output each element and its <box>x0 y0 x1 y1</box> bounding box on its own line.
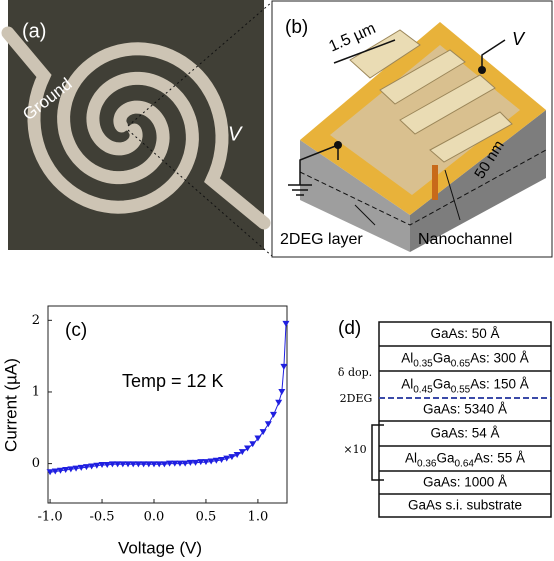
y-tick-label: 1 <box>32 384 40 399</box>
v-label: V <box>512 29 526 49</box>
layer-text: As: 150 Å <box>470 376 529 391</box>
nanochannel <box>432 165 438 200</box>
marker <box>278 389 285 395</box>
layer-text: 0.36 <box>417 459 437 470</box>
y-tick-label: 2 <box>32 313 40 328</box>
layer-text: Ga <box>436 450 455 465</box>
layer-text: GaAs: 5340 Å <box>423 401 507 416</box>
x-tick-label: 0.5 <box>196 510 217 525</box>
y-tick-label: 0 <box>32 456 40 471</box>
x-tick-label: 1.0 <box>248 510 269 525</box>
layer-text: 0.45 <box>413 385 433 396</box>
layer-text: GaAs: 54 Å <box>430 425 499 440</box>
marker <box>275 400 282 406</box>
x-tick-label: 0.0 <box>144 510 165 525</box>
layer-text: GaAs: 1000 Å <box>423 474 507 489</box>
layer-text: As: 300 Å <box>470 350 529 365</box>
layer-text: 0.64 <box>455 459 475 470</box>
figure: (a) Ground V (b) 1.5 µm V 50 nm 2DEG lay… <box>0 0 554 561</box>
layer-text: 0.65 <box>451 359 471 370</box>
layer-text: Al <box>401 376 413 391</box>
layer-label: GaAs: 5340 Å <box>423 401 507 416</box>
repeat-label: ×10 <box>343 443 366 456</box>
layer-label: GaAs: 50 Å <box>430 326 499 341</box>
data-line <box>50 324 286 472</box>
2deg-label: 2DEG <box>340 392 373 405</box>
marker <box>282 321 289 327</box>
marker <box>223 456 230 462</box>
marker <box>228 454 235 460</box>
contact <box>334 141 342 149</box>
layer-text: Al <box>401 350 413 365</box>
x-tick-label: -1.0 <box>38 510 63 525</box>
x-tick-label: -0.5 <box>89 510 114 525</box>
marker <box>280 364 287 370</box>
marker <box>265 421 272 427</box>
annotation: Temp = 12 K <box>122 371 224 391</box>
layer-text: GaAs s.i. substrate <box>408 497 522 512</box>
delta-label: δ dop. <box>338 366 372 379</box>
panel-label: (d) <box>338 318 361 339</box>
layer-text: GaAs: 50 Å <box>430 326 499 341</box>
panel-label: (b) <box>285 17 308 38</box>
layer-text: Al <box>405 450 417 465</box>
layer-text: Ga <box>433 350 452 365</box>
layer-label: GaAs s.i. substrate <box>408 497 522 512</box>
marker <box>270 412 277 418</box>
layer-text: 0.35 <box>413 359 433 370</box>
layer-label: GaAs: 54 Å <box>430 425 499 440</box>
layer-label: GaAs: 1000 Å <box>423 474 507 489</box>
layer-text: Ga <box>433 376 452 391</box>
layer-text: As: 55 Å <box>474 450 525 465</box>
v-label: V <box>228 123 243 145</box>
layer-label: 2DEG layer <box>280 231 363 248</box>
x-axis-label: Voltage (V) <box>118 538 202 557</box>
panel-label: (c) <box>65 320 87 341</box>
layer-text: 0.55 <box>451 385 471 396</box>
contact <box>478 66 486 74</box>
marker <box>260 429 267 435</box>
y-axis-label: Current (µA) <box>1 358 20 452</box>
channel-label: Nanochannel <box>418 231 512 248</box>
panel-label: (a) <box>22 20 46 42</box>
